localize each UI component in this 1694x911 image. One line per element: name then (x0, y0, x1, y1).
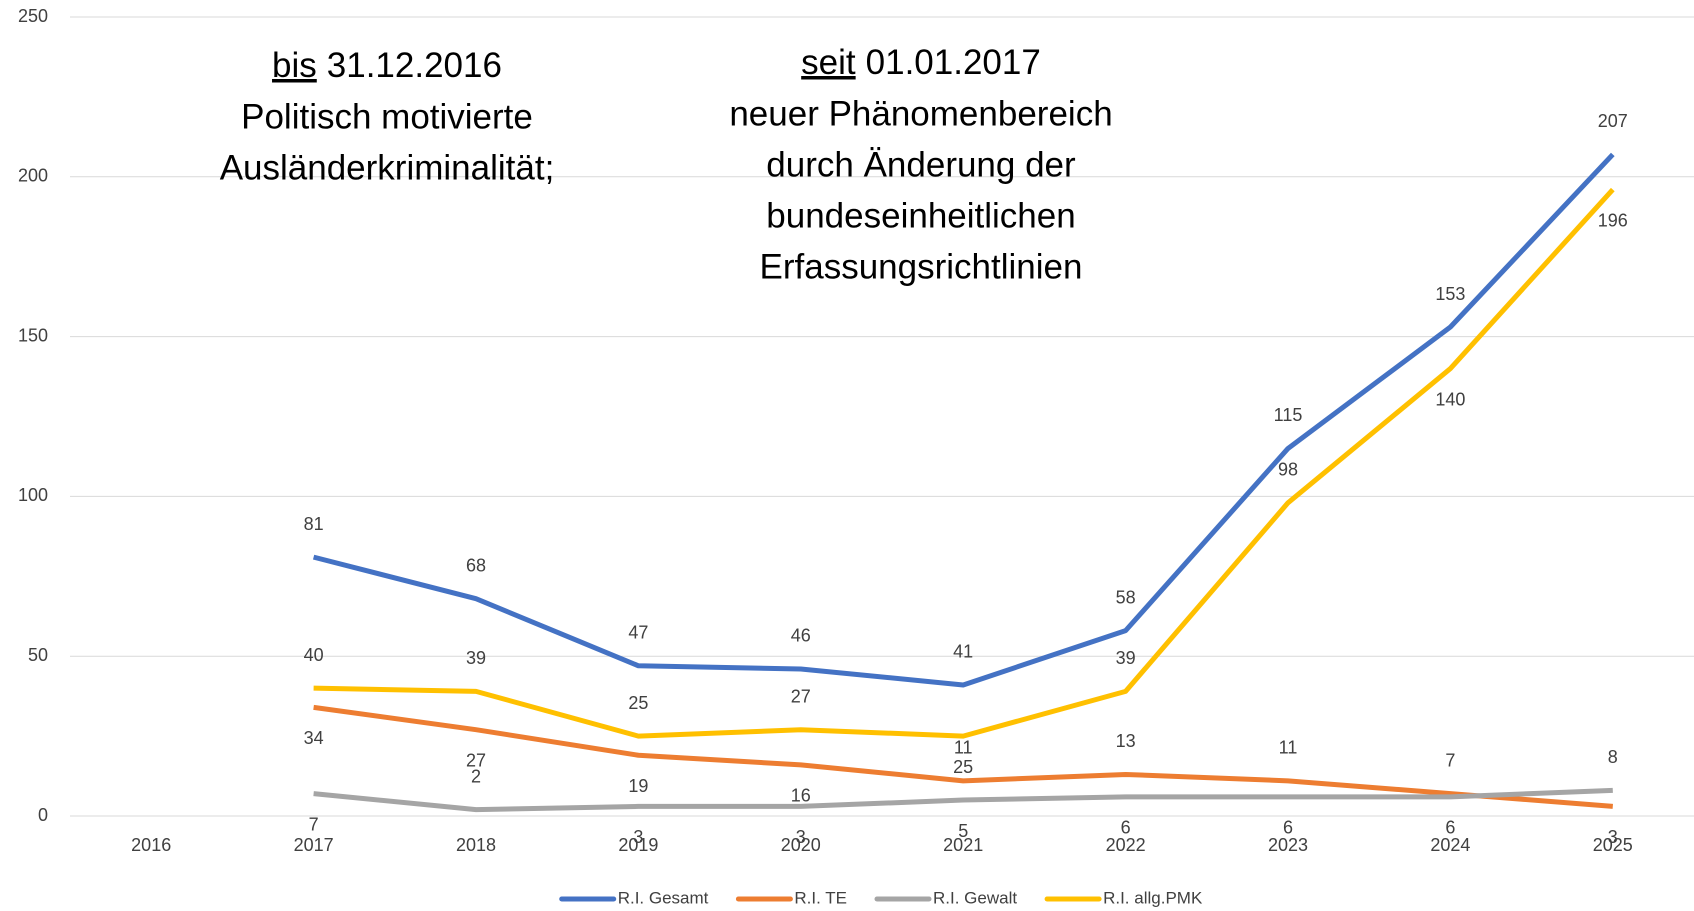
x-tick-label: 2025 (1593, 835, 1633, 855)
data-label: 140 (1435, 389, 1465, 409)
data-label: 11 (954, 738, 973, 758)
series-line (313, 704, 1613, 809)
data-label: 196 (1598, 210, 1628, 230)
annotation-line: durch Änderung der (766, 145, 1076, 184)
data-label: 6 (1283, 818, 1293, 838)
annotation-line: neuer Phänomenbereich (729, 94, 1112, 133)
data-label: 27 (791, 686, 811, 706)
data-label: 39 (466, 648, 486, 668)
annotation-line: bundeseinheitlichen (766, 196, 1075, 235)
data-label: 7 (309, 814, 319, 834)
legend-label: R.I. Gesamt (618, 888, 709, 907)
data-label: 7 (1445, 750, 1455, 770)
annotation: bis 31.12.2016 (272, 46, 502, 85)
data-label: 153 (1435, 284, 1465, 304)
data-label: 2 (471, 766, 481, 786)
series-line (312, 152, 1615, 688)
data-label: 207 (1598, 111, 1628, 131)
y-tick-label: 100 (18, 485, 48, 505)
annotation-line: Erfassungsrichtlinien (760, 247, 1083, 286)
annotation-text: 31.12.2016 (327, 46, 502, 85)
data-label: 25 (628, 693, 648, 713)
data-label: 13 (1116, 731, 1136, 751)
data-label: 58 (1116, 587, 1136, 607)
data-label: 25 (953, 757, 973, 777)
series-line (313, 787, 1613, 813)
data-label: 3 (1608, 827, 1618, 847)
x-tick-label: 2019 (618, 835, 658, 855)
x-tick-label: 2024 (1430, 835, 1470, 855)
x-tick-label: 2016 (131, 835, 171, 855)
data-label: 41 (953, 642, 973, 662)
legend: R.I. Gesamt R.I. TE R.I. Gewalt R.I. allg.P… (559, 888, 1203, 907)
annotation-line: Politisch motivierte (241, 97, 533, 136)
annotation-underlined: bis (272, 46, 317, 85)
x-tick-label: 2018 (456, 835, 496, 855)
x-tick-label: 2022 (1106, 835, 1146, 855)
annotation-underlined: seit (801, 43, 856, 82)
data-label: 16 (791, 786, 811, 806)
data-label: 81 (304, 514, 324, 534)
y-tick-label: 50 (28, 645, 48, 665)
annotation-text: 01.01.2017 (866, 43, 1041, 82)
legend-label: R.I. TE (794, 888, 847, 907)
annotation-line: Ausländerkriminalität; (220, 148, 555, 187)
series-line (313, 187, 1615, 739)
x-tick-label: 2017 (294, 835, 334, 855)
data-label: 8 (1608, 747, 1618, 767)
y-tick-label: 200 (18, 166, 48, 186)
x-tick-label: 2023 (1268, 835, 1308, 855)
legend-label: R.I. Gewalt (933, 888, 1017, 907)
data-label: 34 (304, 728, 324, 748)
y-tick-label: 0 (38, 805, 48, 825)
data-label: 46 (791, 626, 811, 646)
data-label: 68 (466, 555, 486, 575)
data-label: 19 (628, 776, 648, 796)
data-label: 115 (1274, 405, 1303, 425)
data-label: 11 (1279, 738, 1298, 758)
annotation: seit 01.01.2017 (801, 43, 1041, 82)
data-label: 3 (796, 827, 806, 847)
y-tick-label: 150 (18, 325, 48, 345)
data-label: 3 (633, 827, 643, 847)
data-label: 98 (1278, 460, 1298, 480)
data-label: 5 (958, 821, 968, 841)
data-label: 47 (628, 623, 648, 643)
x-tick-label: 2021 (943, 835, 983, 855)
data-label: 40 (304, 645, 324, 665)
y-tick-label: 250 (18, 6, 48, 26)
x-tick-label: 2020 (781, 835, 821, 855)
data-label: 39 (1116, 648, 1136, 668)
data-label: 6 (1121, 818, 1131, 838)
legend-label: R.I. allg.PMK (1103, 888, 1203, 907)
data-label: 27 (466, 750, 486, 770)
data-label: 6 (1445, 818, 1455, 838)
